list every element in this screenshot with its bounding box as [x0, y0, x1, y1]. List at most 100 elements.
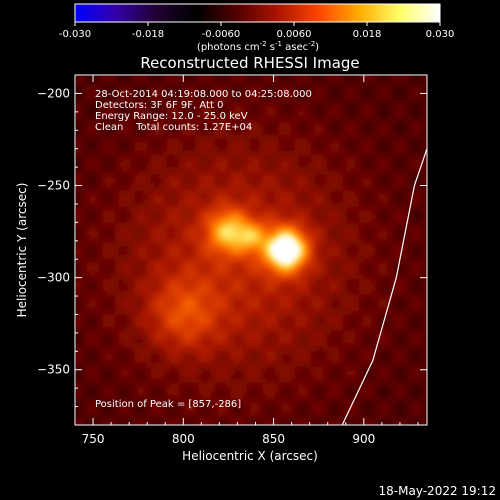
- heatmap-cell: [291, 147, 296, 152]
- heatmap-cell: [163, 127, 168, 132]
- heatmap-cell: [243, 419, 248, 424]
- heatmap-cell: [191, 111, 196, 116]
- heatmap-cell: [247, 163, 252, 168]
- heatmap-cell: [171, 171, 176, 176]
- heatmap-cell: [123, 95, 128, 100]
- heatmap-cell: [159, 163, 164, 168]
- heatmap-cell: [247, 95, 252, 100]
- heatmap-cell: [207, 79, 212, 84]
- heatmap-cell: [279, 367, 284, 372]
- heatmap-cell: [203, 407, 208, 412]
- heatmap-cell: [107, 167, 112, 172]
- heatmap-cell: [195, 263, 200, 268]
- heatmap-cell: [211, 259, 216, 264]
- heatmap-cell: [119, 407, 124, 412]
- heatmap-cell: [283, 371, 288, 376]
- heatmap-cell: [203, 111, 208, 116]
- heatmap-cell: [215, 303, 220, 308]
- heatmap-cell: [123, 155, 128, 160]
- heatmap-cell: [207, 219, 212, 224]
- heatmap-cell: [263, 139, 268, 144]
- heatmap-cell: [75, 287, 80, 292]
- heatmap-cell: [247, 211, 252, 216]
- heatmap-cell: [199, 339, 204, 344]
- heatmap-cell: [123, 115, 128, 120]
- heatmap-cell: [83, 211, 88, 216]
- heatmap-cell: [219, 331, 224, 336]
- heatmap-cell: [183, 107, 188, 112]
- heatmap-cell: [75, 247, 80, 252]
- heatmap-cell: [159, 387, 164, 392]
- heatmap-cell: [107, 263, 112, 268]
- heatmap-cell: [99, 99, 104, 104]
- heatmap-cell: [239, 247, 244, 252]
- heatmap-cell: [147, 359, 152, 364]
- heatmap-cell: [243, 167, 248, 172]
- heatmap-cell: [199, 123, 204, 128]
- heatmap-cell: [207, 127, 212, 132]
- heatmap-cell: [131, 263, 136, 268]
- heatmap-cell: [231, 243, 236, 248]
- heatmap-cell: [83, 299, 88, 304]
- heatmap-cell: [259, 383, 264, 388]
- heatmap-cell: [75, 79, 80, 84]
- heatmap-cell: [83, 379, 88, 384]
- heatmap-cell: [287, 163, 292, 168]
- heatmap-cell: [243, 79, 248, 84]
- heatmap-cell: [103, 411, 108, 416]
- heatmap-cell: [275, 319, 280, 324]
- heatmap-cell: [275, 287, 280, 292]
- heatmap-cell: [123, 275, 128, 280]
- heatmap-cell: [119, 363, 124, 368]
- heatmap-cell: [263, 355, 268, 360]
- heatmap-cell: [251, 191, 256, 196]
- heatmap-cell: [167, 207, 172, 212]
- heatmap-cell: [235, 275, 240, 280]
- heatmap-cell: [99, 179, 104, 184]
- heatmap-cell: [267, 403, 272, 408]
- heatmap-cell: [203, 371, 208, 376]
- heatmap-cell: [239, 187, 244, 192]
- heatmap-cell: [223, 179, 228, 184]
- heatmap-cell: [279, 335, 284, 340]
- heatmap-cell: [287, 299, 292, 304]
- heatmap-cell: [215, 263, 220, 268]
- heatmap-cell: [291, 127, 296, 132]
- heatmap-cell: [259, 159, 264, 164]
- heatmap-cell: [291, 211, 296, 216]
- heatmap-cell: [275, 391, 280, 396]
- heatmap-cell: [135, 103, 140, 108]
- heatmap-cell: [215, 423, 220, 425]
- heatmap-cell: [115, 163, 120, 168]
- heatmap-cell: [83, 387, 88, 392]
- heatmap-cell: [223, 263, 228, 268]
- heatmap-cell: [259, 279, 264, 284]
- heatmap-cell: [235, 403, 240, 408]
- heatmap-cell: [107, 95, 112, 100]
- heatmap-cell: [111, 215, 116, 220]
- heatmap-cell: [207, 291, 212, 296]
- heatmap-cell: [211, 239, 216, 244]
- heatmap-cell: [183, 103, 188, 108]
- heatmap-cell: [183, 231, 188, 236]
- heatmap-cell: [75, 175, 80, 180]
- heatmap-cell: [155, 171, 160, 176]
- heatmap-cell: [143, 243, 148, 248]
- heatmap-cell: [227, 335, 232, 340]
- heatmap-cell: [251, 139, 256, 144]
- heatmap-cell: [271, 139, 276, 144]
- heatmap-cell: [87, 271, 92, 276]
- heatmap-cell: [227, 407, 232, 412]
- heatmap-cell: [159, 219, 164, 224]
- heatmap-cell: [299, 159, 304, 164]
- heatmap-cell: [235, 195, 240, 200]
- heatmap-cell: [275, 215, 280, 220]
- heatmap-cell: [279, 247, 284, 252]
- heatmap-cell: [271, 119, 276, 124]
- heatmap-cell: [239, 355, 244, 360]
- heatmap-cell: [255, 251, 260, 256]
- heatmap-cell: [179, 147, 184, 152]
- heatmap-cell: [139, 279, 144, 284]
- heatmap-cell: [75, 363, 80, 368]
- heatmap-cell: [267, 243, 272, 248]
